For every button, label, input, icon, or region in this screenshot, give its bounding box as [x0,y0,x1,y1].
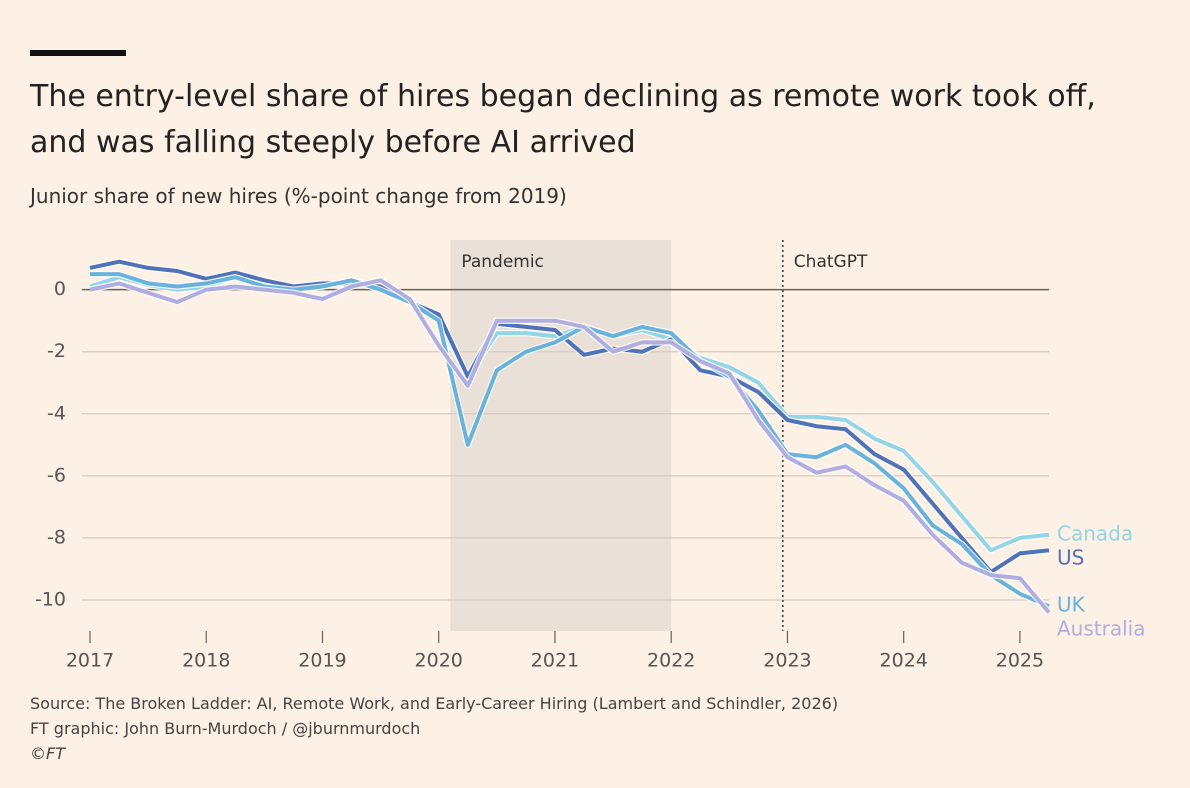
x-tick-label: 2021 [531,650,579,672]
legend-label: Australia [1057,617,1145,641]
x-tick-label: 2024 [880,650,928,672]
x-tick-label: 2022 [647,650,695,672]
legend-label: UK [1057,593,1086,617]
y-tick-label: -8 [47,526,66,548]
shaded-region [450,240,672,631]
source-note: Source: The Broken Ladder: AI, Remote Wo… [30,694,839,713]
x-tick-label: 2023 [763,650,811,672]
y-tick-label: 0 [54,278,66,300]
x-tick-label: 2025 [996,650,1044,672]
copyright-note: ©FT [30,744,65,763]
y-tick-label: -10 [35,588,66,610]
chart-subtitle: Junior share of new hires (%-point chang… [30,184,567,208]
event-label: ChatGPT [794,252,868,272]
series-line [89,278,1051,614]
credit-note: FT graphic: John Burn-Murdoch / @jburnmu… [30,719,421,738]
x-tick-label: 2017 [66,650,114,672]
legend-label: US [1057,545,1084,569]
chart-title: The entry-level share of hires began dec… [30,79,1096,160]
x-tick-label: 2019 [298,650,346,672]
y-tick-label: -4 [47,402,66,424]
header-bar [30,50,126,56]
y-tick-label: -2 [47,340,66,362]
legend-label: Canada [1057,521,1133,545]
series-line [90,272,1050,609]
x-tick-label: 2020 [415,650,463,672]
series-line [89,259,1050,574]
x-tick-label: 2018 [182,650,230,672]
region-label: Pandemic [461,252,544,272]
y-tick-label: -6 [47,464,66,486]
